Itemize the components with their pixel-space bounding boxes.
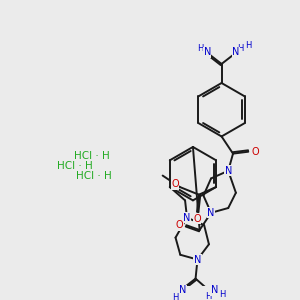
Text: N: N	[194, 254, 201, 265]
Text: O: O	[251, 147, 259, 157]
Text: H: H	[238, 44, 244, 53]
Text: N: N	[183, 213, 191, 223]
Text: N: N	[204, 47, 211, 58]
Text: N: N	[225, 166, 232, 176]
Text: H: H	[197, 44, 204, 53]
Text: HCl · H: HCl · H	[76, 171, 111, 181]
Text: H: H	[172, 293, 179, 300]
Text: H: H	[245, 41, 251, 50]
Text: HCl · H: HCl · H	[74, 151, 110, 161]
Text: N: N	[207, 208, 215, 218]
Text: H: H	[219, 290, 226, 299]
Text: O: O	[176, 220, 183, 230]
Text: N: N	[232, 47, 240, 58]
Text: H: H	[205, 292, 211, 300]
Text: N: N	[211, 285, 218, 295]
Text: N: N	[179, 285, 187, 295]
Text: HCl · H: HCl · H	[57, 161, 93, 171]
Text: O: O	[193, 214, 201, 224]
Text: O: O	[171, 179, 179, 189]
